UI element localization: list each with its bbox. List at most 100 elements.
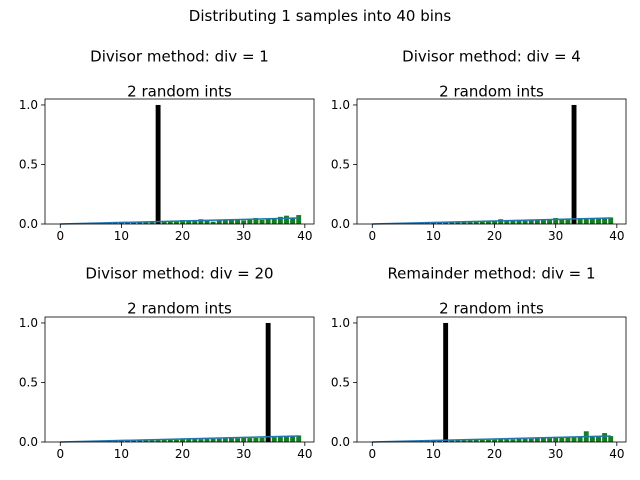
green-bar (284, 215, 289, 224)
green-bar (559, 219, 565, 224)
y-tick-label: 0.0 (331, 217, 350, 231)
green-bar (161, 221, 167, 224)
green-bar (522, 220, 528, 224)
green-bar (296, 215, 302, 224)
green-bar (161, 439, 167, 442)
green-bar (204, 439, 210, 442)
subplot-1: Divisor method: div = 1 2 random ints 0 10 2… (19, 48, 315, 243)
green-bar (596, 436, 601, 442)
green-bar (571, 437, 577, 442)
green-bar (222, 438, 228, 442)
green-bar (455, 222, 461, 224)
green-bar (259, 219, 265, 224)
green-bar (430, 440, 436, 442)
green-bar (137, 222, 143, 224)
main-bar (265, 322, 271, 442)
green-bar (204, 220, 210, 224)
y-tick-label: 1.0 (331, 98, 350, 112)
green-bar (510, 439, 516, 442)
green-bar (589, 218, 595, 224)
x-tick-label: 30 (548, 447, 563, 461)
green-bar (449, 440, 455, 442)
green-bar (173, 439, 179, 442)
reference-line (372, 217, 611, 225)
green-bar (247, 218, 253, 224)
x-tick-label: 20 (175, 447, 190, 461)
green-bar (516, 438, 522, 442)
x-tick-label: 20 (487, 229, 502, 243)
y-tick-label: 1.0 (19, 98, 38, 112)
green-bar (112, 440, 118, 442)
green-bar (498, 439, 504, 442)
green-bar (210, 438, 216, 442)
green-bar (180, 438, 186, 442)
green-bar (284, 437, 289, 442)
green-bar (492, 221, 498, 224)
x-tick-label: 0 (56, 447, 64, 461)
green-bar (608, 436, 614, 442)
green-bar (608, 217, 614, 224)
green-bar (271, 437, 277, 442)
green-bar (125, 222, 130, 224)
green-bar (547, 438, 553, 442)
green-bar (235, 438, 241, 442)
axes-frame (44, 98, 315, 225)
green-bar (216, 219, 222, 224)
green-bar (547, 219, 553, 224)
x-tick-label: 40 (297, 229, 312, 243)
green-bar (534, 220, 540, 224)
green-bar (229, 438, 234, 442)
green-bar (167, 439, 173, 442)
axes-frame (356, 98, 627, 225)
green-bar (277, 216, 283, 224)
x-tick-label: 30 (236, 447, 251, 461)
green-bar (290, 217, 296, 224)
green-bar (149, 222, 155, 224)
y-tick-label: 0.5 (19, 375, 38, 389)
y-tick-label: 0.5 (331, 375, 350, 389)
main-bar (443, 322, 449, 442)
y-tick-label: 0.0 (19, 435, 38, 449)
axes-frame (356, 316, 627, 443)
green-bar (437, 440, 442, 442)
y-tick-label: 0.5 (19, 157, 38, 171)
green-bar (541, 438, 546, 442)
green-bar (186, 221, 192, 224)
green-bar (180, 220, 186, 224)
green-bar (198, 219, 204, 224)
green-bar (534, 438, 540, 442)
subplot-title: Divisor method: div = 4 (402, 48, 581, 66)
green-bar (229, 219, 234, 224)
reference-line (60, 435, 299, 443)
green-bar (602, 218, 608, 224)
green-bar (437, 222, 442, 224)
x-tick-label: 0 (368, 229, 376, 243)
y-tick-label: 0.0 (331, 435, 350, 449)
y-tick-label: 1.0 (331, 316, 350, 330)
green-bar (528, 220, 534, 224)
green-bar (253, 437, 259, 442)
subplot-subtitle: 2 random ints (127, 83, 232, 101)
green-bar (222, 219, 228, 224)
green-bar (504, 221, 510, 224)
green-bar (259, 437, 265, 442)
green-bar (186, 439, 192, 442)
green-bar (173, 221, 179, 224)
green-bar (492, 439, 498, 442)
green-bar (118, 222, 124, 224)
y-tick-label: 0.0 (19, 217, 38, 231)
green-bar (467, 440, 473, 442)
green-bar (479, 439, 485, 442)
main-bar (571, 104, 577, 224)
green-bar (461, 440, 467, 442)
green-bar (528, 438, 534, 442)
x-tick-label: 0 (56, 229, 64, 243)
green-bar (241, 437, 247, 442)
green-bar (485, 439, 491, 442)
green-bar (296, 435, 302, 442)
green-bar (449, 221, 455, 224)
green-bar (541, 220, 546, 224)
x-tick-label: 40 (609, 229, 624, 243)
subplot-title: Divisor method: div = 1 (90, 48, 269, 66)
x-tick-label: 10 (426, 447, 441, 461)
